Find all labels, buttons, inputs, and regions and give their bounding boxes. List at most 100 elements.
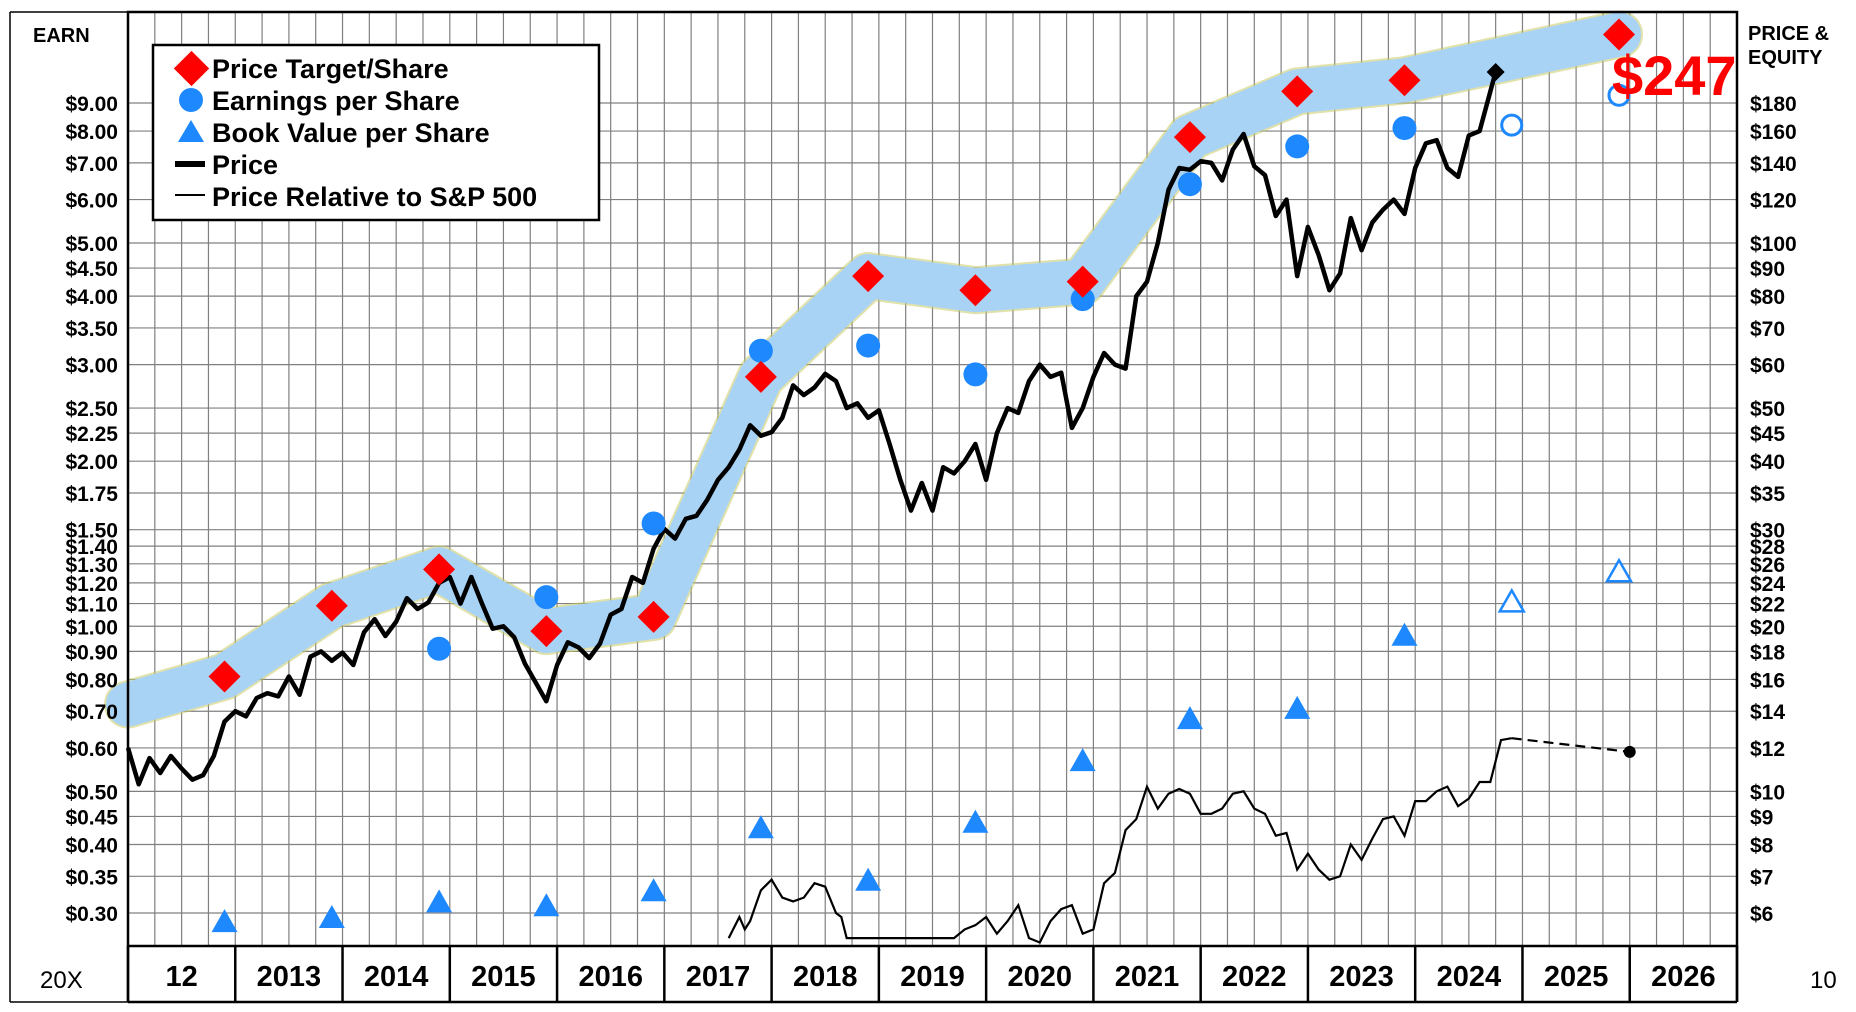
earn-tick-label: $1.10 — [65, 594, 118, 617]
right-axis-title-line2: EQUITY — [1748, 47, 1823, 69]
eps-circle — [1070, 287, 1095, 312]
x-tick-label: 2018 — [793, 961, 858, 993]
legend-label-eps: Earnings per Share — [212, 86, 460, 116]
price-target-diamond — [1388, 64, 1421, 97]
legend-label-book-value: Book Value per Share — [212, 118, 490, 148]
x-tick-label: 2015 — [471, 961, 536, 993]
x-tick-label: 2013 — [257, 961, 322, 993]
eps-circle — [427, 636, 452, 661]
book-value-triangle — [211, 909, 238, 933]
price-tick-label: $10 — [1750, 781, 1785, 804]
x-tick-label: 12 — [166, 961, 198, 993]
price-tick-label: $180 — [1750, 93, 1797, 116]
book-value-triangle — [1284, 695, 1311, 719]
book-value-triangle — [1391, 622, 1418, 646]
price-target-diamond — [744, 360, 777, 393]
earn-tick-label: $2.25 — [65, 423, 118, 446]
book-value-triangle — [426, 889, 453, 913]
earn-tick-label: $1.30 — [65, 554, 118, 577]
earn-tick-label: $4.00 — [65, 286, 118, 309]
price-tick-label: $80 — [1750, 286, 1785, 309]
x-tick-label: 2022 — [1222, 961, 1287, 993]
earn-tick-label: $1.40 — [65, 536, 118, 559]
book-value-estimate-triangle — [1604, 557, 1634, 583]
earn-tick-label: $2.00 — [65, 451, 118, 474]
axis-layer: 12 2013 2014 2015 2016 2017 2018 2019 2020 2021 20… — [9, 10, 1797, 1004]
x-tick-label: 2020 — [1008, 961, 1073, 993]
book-value-triangle — [747, 815, 774, 839]
price-tick-label: $45 — [1750, 423, 1785, 446]
price-target-diamond — [1173, 121, 1206, 154]
x-tick-label: 2026 — [1651, 961, 1716, 993]
earn-tick-label: $1.50 — [65, 520, 118, 543]
price-tick-label: $40 — [1750, 451, 1785, 474]
price-tick-label: $160 — [1750, 121, 1797, 144]
legend-box — [151, 43, 601, 222]
corner-left-label: 20X — [40, 967, 83, 994]
book-value-triangle — [962, 809, 989, 833]
price-target-diamond — [1603, 18, 1636, 51]
price-tick-label: $30 — [1750, 520, 1785, 543]
x-tick-label: 2016 — [578, 961, 643, 993]
price-tick-label: $120 — [1750, 190, 1797, 213]
price-tick-label: $22 — [1750, 594, 1785, 617]
book-value-triangle — [533, 893, 560, 917]
big-price-label: $247 — [1612, 44, 1737, 107]
price-tick-label: $16 — [1750, 669, 1785, 692]
eps-circle — [1285, 134, 1310, 159]
price-tick-label: $28 — [1750, 536, 1785, 559]
eps-estimate-circle — [1500, 113, 1524, 137]
earn-tick-label: $3.00 — [65, 355, 118, 378]
earn-tick-label: $0.90 — [65, 641, 118, 664]
book-value-triangle — [855, 867, 882, 891]
price-tick-label: $20 — [1750, 616, 1785, 639]
relative-strength-layer — [727, 737, 1636, 944]
price-tick-label: $35 — [1750, 483, 1785, 506]
eps-estimate-circle — [1607, 83, 1631, 107]
relative-strength-projection — [1511, 737, 1630, 753]
book-value-triangle — [640, 878, 667, 902]
x-tick-label: 2019 — [900, 961, 965, 993]
price-tick-label: $7 — [1750, 866, 1773, 889]
price-tick-label: $8 — [1750, 834, 1774, 857]
price-tick-label: $26 — [1750, 554, 1785, 577]
earn-tick-label: $0.40 — [65, 834, 118, 857]
price-target-diamond — [1281, 75, 1314, 108]
corner-right-label: 10 — [1810, 967, 1837, 994]
earn-tick-label: $1.75 — [65, 483, 118, 506]
price-tick-label: $18 — [1750, 641, 1785, 664]
earn-tick-label: $8.00 — [65, 121, 118, 144]
price-line — [125, 71, 1498, 787]
price-target-diamond — [1066, 265, 1099, 298]
price-target-diamond — [959, 274, 992, 307]
x-tick-label: 2014 — [364, 961, 429, 993]
legend-label-price: Price — [212, 150, 278, 180]
price-target-diamond — [315, 589, 348, 622]
price-tick-label: $9 — [1750, 806, 1773, 829]
price-tick-label: $12 — [1750, 738, 1785, 761]
earn-tick-label: $0.35 — [65, 866, 118, 889]
price-tick-label: $60 — [1750, 355, 1785, 378]
earn-tick-label: $0.50 — [65, 781, 118, 804]
price-target-diamond — [637, 600, 670, 633]
x-tick-label: 2025 — [1544, 961, 1609, 993]
price-tick-label: $90 — [1750, 258, 1785, 281]
price-tick-label: $14 — [1750, 701, 1785, 724]
price-end-marker — [1486, 63, 1505, 82]
price-tick-label: $24 — [1750, 573, 1785, 596]
legend-label-relative: Price Relative to S&P 500 — [212, 182, 537, 212]
left-axis-title: EARN — [33, 25, 90, 47]
relative-strength-line — [727, 737, 1512, 944]
x-tick-label: 2017 — [686, 961, 751, 993]
eps-circle — [641, 511, 666, 536]
earn-tick-label: $4.50 — [65, 258, 118, 281]
legend-circle-icon — [179, 88, 203, 112]
earn-tick-label: $6.00 — [65, 190, 118, 213]
right-axis-title-line1: PRICE & — [1748, 23, 1829, 45]
eps-circle — [534, 585, 559, 610]
earn-tick-label: $3.50 — [65, 318, 118, 341]
price-layer — [125, 63, 1505, 787]
marker-layer — [208, 18, 1636, 933]
price-target-diamond — [852, 260, 885, 293]
